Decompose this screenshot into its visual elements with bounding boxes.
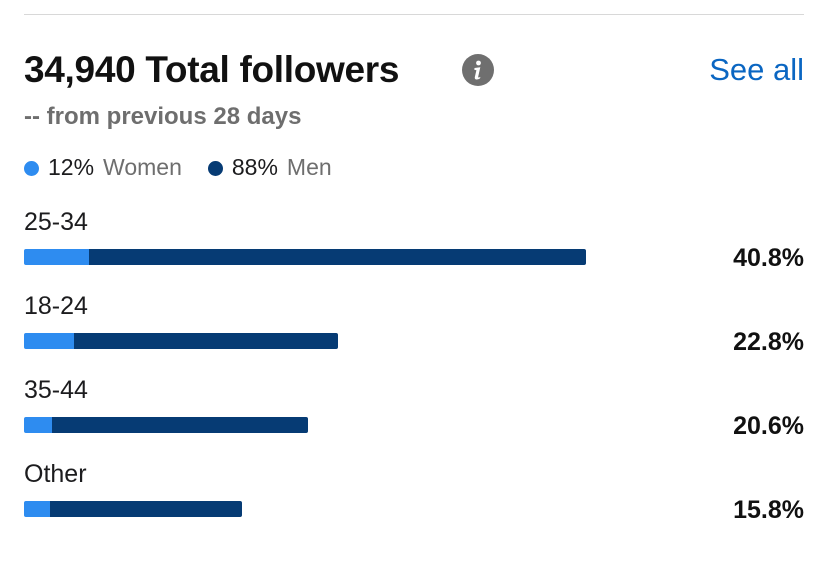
info-icon[interactable]: [462, 54, 494, 86]
age-row-bar-men: [74, 333, 338, 349]
age-row-bar-men: [89, 249, 586, 265]
age-row-bar-women: [24, 333, 74, 349]
gender-legend: 12% Women 88% Men: [24, 152, 358, 182]
age-row: Other 15.8%: [24, 458, 804, 542]
age-row-percent: 15.8%: [733, 496, 804, 524]
age-row-bar-men: [52, 417, 308, 433]
legend-men-pct: 88%: [231, 154, 278, 180]
legend-women-pct: 12%: [48, 154, 95, 180]
age-row-bar-women: [24, 417, 52, 433]
see-all-link[interactable]: See all: [709, 52, 804, 87]
age-row-label: 35-44: [24, 376, 88, 404]
age-row-label: 25-34: [24, 208, 88, 236]
age-row-bar-women: [24, 249, 89, 265]
age-row-label: Other: [24, 460, 87, 488]
age-row: 35-44 20.6%: [24, 374, 804, 458]
legend-item-men: 88% Men: [207, 152, 332, 182]
legend-item-women: 12% Women: [24, 152, 182, 182]
age-row-percent: 20.6%: [733, 412, 804, 440]
age-row: 18-24 22.8%: [24, 290, 804, 374]
age-group-list: 25-34 40.8% 18-24 22.8% 35-44 20.6% Othe…: [24, 206, 804, 542]
followers-header: 34,940 Total followers See all: [24, 48, 804, 92]
age-row-percent: 40.8%: [733, 244, 804, 272]
age-row: 25-34 40.8%: [24, 206, 804, 290]
age-row-bar-men: [50, 501, 242, 517]
comparison-subtitle: -- from previous 28 days: [24, 103, 302, 130]
legend-women-label: Women: [103, 154, 182, 180]
age-row-bar: [24, 417, 308, 433]
age-row-bar: [24, 249, 586, 265]
men-dot-icon: [207, 161, 223, 176]
page-title: 34,940 Total followers: [24, 49, 400, 90]
age-row-bar-women: [24, 501, 50, 517]
legend-men-label: Men: [286, 154, 332, 180]
top-divider: [24, 14, 804, 15]
age-row-label: 18-24: [24, 292, 88, 320]
age-row-bar: [24, 333, 338, 349]
women-dot-icon: [24, 161, 39, 176]
age-row-bar: [24, 501, 242, 517]
age-row-percent: 22.8%: [733, 328, 804, 356]
